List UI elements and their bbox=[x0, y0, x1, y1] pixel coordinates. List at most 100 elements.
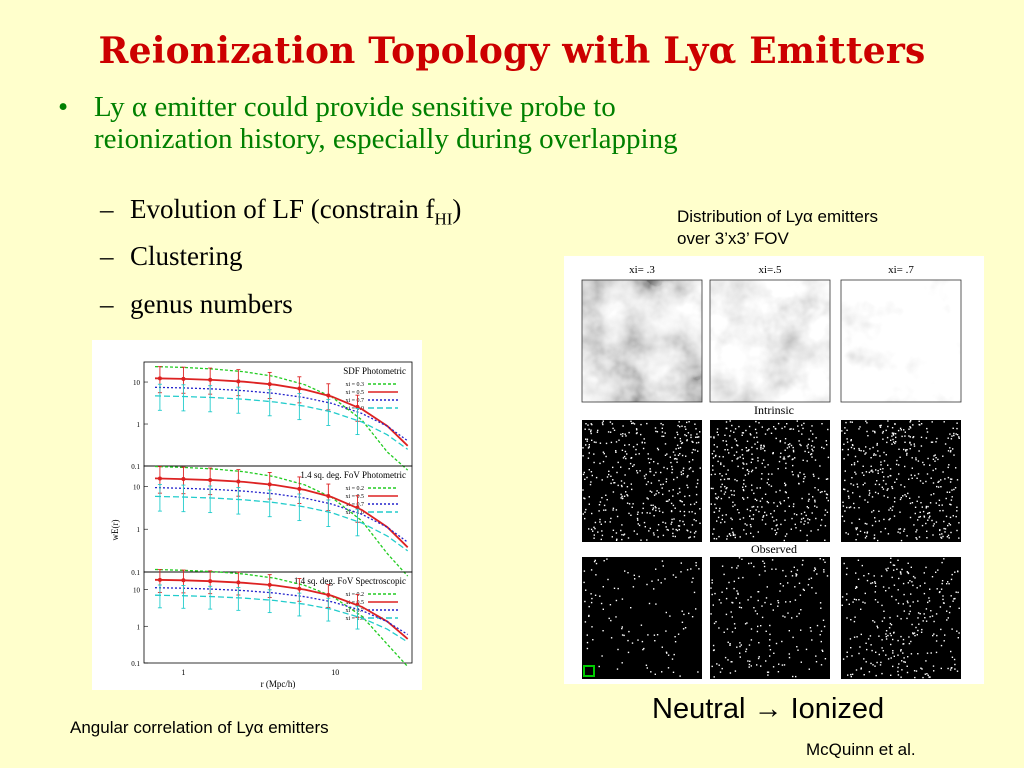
emitter-dot bbox=[770, 513, 772, 515]
emitter-dot bbox=[798, 430, 800, 432]
emitter-dot bbox=[899, 427, 902, 430]
emitter-dot bbox=[688, 421, 690, 423]
emitter-dot bbox=[757, 599, 759, 602]
emitter-dot bbox=[732, 534, 735, 536]
emitter-dot bbox=[756, 447, 758, 450]
emitter-dot bbox=[734, 627, 736, 629]
emitter-dot bbox=[903, 486, 906, 488]
emitter-dot bbox=[880, 461, 882, 463]
maps-caption: Distribution of Lyα emitters over 3’x3’ … bbox=[677, 206, 878, 250]
emitter-dot bbox=[873, 534, 876, 536]
emitter-dot bbox=[750, 532, 752, 534]
emitter-dot bbox=[743, 483, 745, 485]
emitter-dot bbox=[903, 610, 905, 612]
emitter-dot bbox=[723, 573, 725, 576]
emitter-dot bbox=[794, 457, 796, 459]
emitter-dot bbox=[933, 670, 935, 672]
emitter-dot bbox=[657, 579, 659, 581]
emitter-dot bbox=[620, 484, 623, 487]
emitter-dot bbox=[816, 506, 818, 508]
emitter-dot bbox=[742, 497, 744, 499]
emitter-dot bbox=[636, 470, 638, 472]
emitter-dot bbox=[925, 437, 928, 439]
emitter-dot bbox=[636, 443, 638, 446]
emitter-dot bbox=[617, 461, 619, 464]
emitter-dot bbox=[661, 431, 664, 433]
emitter-dot bbox=[667, 654, 670, 656]
emitter-dot bbox=[912, 633, 914, 635]
emitter-dot bbox=[907, 572, 910, 575]
emitter-dot bbox=[730, 489, 732, 492]
emitter-dot bbox=[753, 565, 755, 568]
emitter-dot bbox=[874, 431, 876, 434]
emitter-dot bbox=[953, 658, 956, 661]
emitter-dot bbox=[617, 484, 619, 487]
emitter-dot bbox=[901, 660, 903, 662]
emitter-dot bbox=[725, 421, 728, 423]
map-border bbox=[709, 279, 831, 403]
emitter-dot bbox=[750, 628, 753, 630]
emitter-dot bbox=[676, 444, 679, 446]
emitter-map bbox=[710, 420, 830, 542]
emitter-dot bbox=[755, 509, 757, 511]
emitter-dot bbox=[810, 530, 812, 532]
emitter-dot bbox=[800, 609, 802, 611]
emitter-dot bbox=[885, 590, 887, 592]
emitter-dot bbox=[751, 484, 753, 486]
emitter-dot bbox=[642, 447, 645, 450]
emitter-dot bbox=[810, 453, 813, 455]
emitter-dot bbox=[793, 513, 796, 515]
emitter-dot bbox=[734, 438, 736, 440]
emitter-dot bbox=[590, 423, 592, 425]
emitter-dot bbox=[696, 433, 698, 435]
emitter-dot bbox=[893, 632, 895, 634]
emitter-dot bbox=[881, 471, 884, 473]
emitter-dot bbox=[908, 636, 910, 638]
emitter-dot bbox=[628, 444, 630, 446]
emitter-dot bbox=[602, 608, 604, 610]
emitter-dot bbox=[670, 523, 672, 525]
emitter-dot bbox=[861, 472, 864, 474]
emitter-dot bbox=[856, 636, 858, 638]
map-border bbox=[581, 279, 703, 403]
emitter-dot bbox=[927, 674, 929, 676]
row-label-intrinsic: Intrinsic bbox=[754, 403, 794, 417]
emitter-dot bbox=[936, 588, 938, 590]
emitter-dot bbox=[815, 661, 818, 663]
emitter-dot bbox=[872, 664, 874, 666]
emitter-dot bbox=[632, 422, 634, 424]
emitter-dot bbox=[850, 619, 852, 621]
emitter-dot bbox=[805, 648, 808, 651]
emitter-dot bbox=[815, 592, 817, 594]
emitter-dot bbox=[957, 591, 959, 594]
emitter-dot bbox=[664, 454, 667, 456]
emitter-dot bbox=[858, 447, 860, 450]
emitter-dot bbox=[946, 610, 948, 612]
emitter-dot bbox=[731, 446, 733, 449]
emitter-dot bbox=[817, 477, 820, 480]
emitter-dot bbox=[720, 521, 722, 524]
emitter-dot bbox=[713, 528, 715, 530]
emitter-dot bbox=[601, 422, 604, 424]
emitter-dot bbox=[753, 436, 755, 439]
emitter-dot bbox=[929, 588, 931, 590]
emitter-dot bbox=[883, 518, 885, 521]
emitter-dot bbox=[740, 607, 743, 609]
emitter-dot bbox=[658, 510, 661, 512]
emitter-dot bbox=[787, 455, 789, 458]
emitter-dot bbox=[902, 652, 904, 654]
emitter-dot bbox=[754, 610, 757, 612]
emitter-dot bbox=[739, 518, 741, 520]
emitter-dot bbox=[944, 443, 947, 445]
emitter-dot bbox=[890, 674, 892, 676]
data-point bbox=[355, 505, 360, 510]
emitter-dot bbox=[713, 437, 715, 439]
emitter-dot bbox=[935, 457, 937, 459]
emitter-dot bbox=[672, 495, 674, 497]
emitter-dot bbox=[718, 510, 720, 512]
emitter-dot bbox=[645, 473, 647, 476]
emitter-dot bbox=[908, 642, 911, 645]
emitter-dot bbox=[906, 571, 908, 573]
emitter-dot bbox=[958, 632, 960, 634]
emitter-dot bbox=[655, 568, 657, 570]
